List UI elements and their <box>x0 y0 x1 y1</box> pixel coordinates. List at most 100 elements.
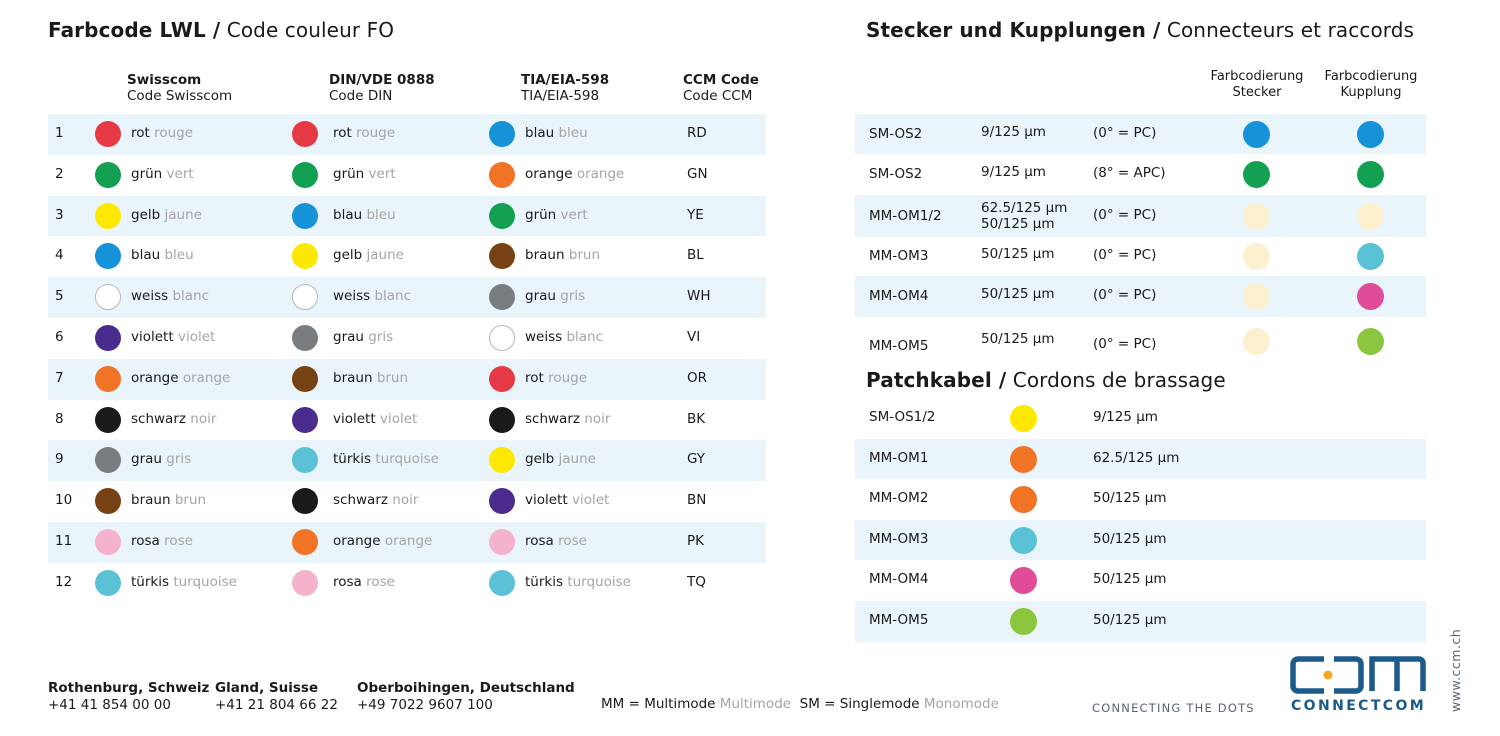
coupling-color-dot <box>1357 203 1384 230</box>
fiber-size: 62.5/125 µm 50/125 µm <box>981 200 1068 232</box>
din-color-name: gelb jaune <box>333 247 404 264</box>
swisscom-color-name: grau gris <box>131 451 192 468</box>
connectors-header: Farbcodierung Stecker Farbcodierung Kupp… <box>855 68 1426 114</box>
tia-color-name: violett violet <box>525 492 610 509</box>
swisscom-color-name: gelb jaune <box>131 206 202 223</box>
table-row: 12 türkis turquoise rosa rose türkis turquo… <box>48 563 766 604</box>
header-plug-color: Farbcodierung Stecker <box>1210 69 1304 100</box>
din-color-swatch <box>292 161 318 188</box>
fiber-type: MM-OM4 <box>869 288 929 304</box>
fiber-number: 8 <box>55 410 64 427</box>
fiber-size: 9/125 µm <box>1093 409 1158 425</box>
coupling-color-dot <box>1357 283 1384 310</box>
ccm-code: PK <box>687 532 704 549</box>
fiber-size: 9/125 µm <box>981 124 1046 140</box>
tagline: CONNECTING THE DOTS <box>1092 701 1255 715</box>
ccm-code: GY <box>687 451 706 468</box>
swisscom-color-name: rosa rose <box>131 532 193 549</box>
table-row: 2 grün vert grün vert orange orange GN <box>48 155 766 196</box>
patch-cable-row: MM-OM2 50/125 µm <box>855 479 1426 520</box>
tia-color-swatch <box>489 569 515 596</box>
connectors-title: Stecker und Kupplungen / Connecteurs et … <box>866 18 1414 42</box>
swisscom-color-swatch <box>95 202 121 229</box>
din-color-name: violett violet <box>333 410 418 427</box>
location-rothenburg: Rothenburg, Schweiz +41 41 854 00 00 <box>48 680 210 713</box>
cable-color-dot <box>1010 445 1037 473</box>
phone-gland[interactable]: +41 21 804 66 22 <box>215 697 338 713</box>
ccm-code: TQ <box>687 573 706 590</box>
din-color-name: rosa rose <box>333 573 395 590</box>
tia-color-swatch <box>489 488 515 515</box>
fiber-number: 3 <box>55 206 64 223</box>
din-color-name: braun brun <box>333 369 409 386</box>
swisscom-color-swatch <box>95 284 121 311</box>
tia-color-name: grün vert <box>525 206 588 223</box>
swisscom-color-name: orange orange <box>131 369 231 386</box>
phone-oberboihingen[interactable]: +49 7022 9607 100 <box>357 697 493 713</box>
fiber-type: MM-OM5 <box>869 611 929 628</box>
swisscom-color-swatch <box>95 447 121 474</box>
tia-color-name: rosa rose <box>525 532 587 549</box>
table-header: Swisscom Code Swisscom DIN/VDE 0888 Code… <box>48 70 766 114</box>
din-color-swatch <box>292 324 318 351</box>
fiber-size: 50/125 µm <box>981 246 1055 262</box>
fiber-number: 6 <box>55 328 64 345</box>
logo-c-right <box>1334 656 1364 694</box>
tia-color-name: schwarz noir <box>525 410 611 427</box>
din-color-name: blau bleu <box>333 206 396 223</box>
fiber-number: 12 <box>55 573 73 590</box>
fiber-color-code-title-de: Farbcode LWL / <box>48 18 221 42</box>
swisscom-color-swatch <box>95 365 121 392</box>
swisscom-color-swatch <box>95 243 121 270</box>
tia-color-swatch <box>489 121 515 147</box>
swisscom-color-name: grün vert <box>131 165 194 182</box>
plug-color-dot <box>1243 121 1270 148</box>
connector-row: MM-OM1/2 62.5/125 µm 50/125 µm (0° = PC) <box>855 195 1426 237</box>
fiber-color-code-title-fr: Code couleur FO <box>226 18 395 42</box>
fiber-type: SM-OS2 <box>869 126 923 142</box>
logo-c-left <box>1290 656 1324 694</box>
cable-color-dot <box>1010 607 1037 635</box>
fiber-size: 62.5/125 µm <box>1093 449 1180 466</box>
swisscom-color-swatch <box>95 569 121 596</box>
din-color-swatch <box>292 488 318 515</box>
brand-name: CONNECTCOM <box>1291 698 1427 714</box>
tia-color-swatch <box>489 447 515 474</box>
tia-color-name: grau gris <box>525 288 586 305</box>
fiber-type: MM-OM4 <box>869 571 929 588</box>
polish-angle: (0° = PC) <box>1093 247 1157 263</box>
fiber-size: 9/125 µm <box>981 164 1046 180</box>
tia-color-swatch <box>489 202 515 229</box>
connectors-title-de: Stecker und Kupplungen / <box>866 18 1161 42</box>
din-color-swatch <box>292 365 318 392</box>
din-color-swatch <box>292 569 318 596</box>
ccm-code: WH <box>687 288 711 305</box>
din-color-name: grün vert <box>333 165 396 182</box>
fiber-size: 50/125 µm <box>1093 571 1167 588</box>
din-color-name: weiss blanc <box>333 288 412 305</box>
phone-rothenburg[interactable]: +41 41 854 00 00 <box>48 697 171 713</box>
fiber-size: 50/125 µm <box>1093 611 1167 628</box>
patch-cables-title-de: Patchkabel / <box>866 368 1007 392</box>
fiber-type: MM-OM5 <box>869 338 929 354</box>
connector-row: MM-OM4 50/125 µm (0° = PC) <box>855 276 1426 317</box>
polish-angle: (0° = PC) <box>1093 125 1157 141</box>
table-row: 9 grau gris türkis turquoise gelb jaune GY <box>48 440 766 482</box>
location-gland: Gland, Suisse +41 21 804 66 22 <box>215 680 338 713</box>
fiber-type: MM-OM3 <box>869 248 929 264</box>
location-oberboihingen: Oberboihingen, Deutschland +49 7022 9607… <box>357 680 575 713</box>
cable-color-dot <box>1010 526 1037 554</box>
swisscom-color-name: blau bleu <box>131 247 194 264</box>
coupling-color-dot <box>1357 161 1384 188</box>
tia-color-name: blau bleu <box>525 125 588 141</box>
patch-cable-row: MM-OM4 50/125 µm <box>855 560 1426 601</box>
patch-cable-row: MM-OM1 62.5/125 µm <box>855 438 1426 480</box>
website-url[interactable]: www.ccm.ch <box>1448 628 1463 712</box>
fiber-type: MM-OM1 <box>869 449 929 466</box>
ccm-code: BN <box>687 492 707 509</box>
patch-cable-row: MM-OM5 50/125 µm <box>855 600 1426 642</box>
fiber-type: MM-OM3 <box>869 530 929 547</box>
cable-color-dot <box>1010 405 1037 432</box>
din-color-swatch <box>292 243 318 270</box>
table-row: 4 blau bleu gelb jaune braun brun BL <box>48 236 766 277</box>
